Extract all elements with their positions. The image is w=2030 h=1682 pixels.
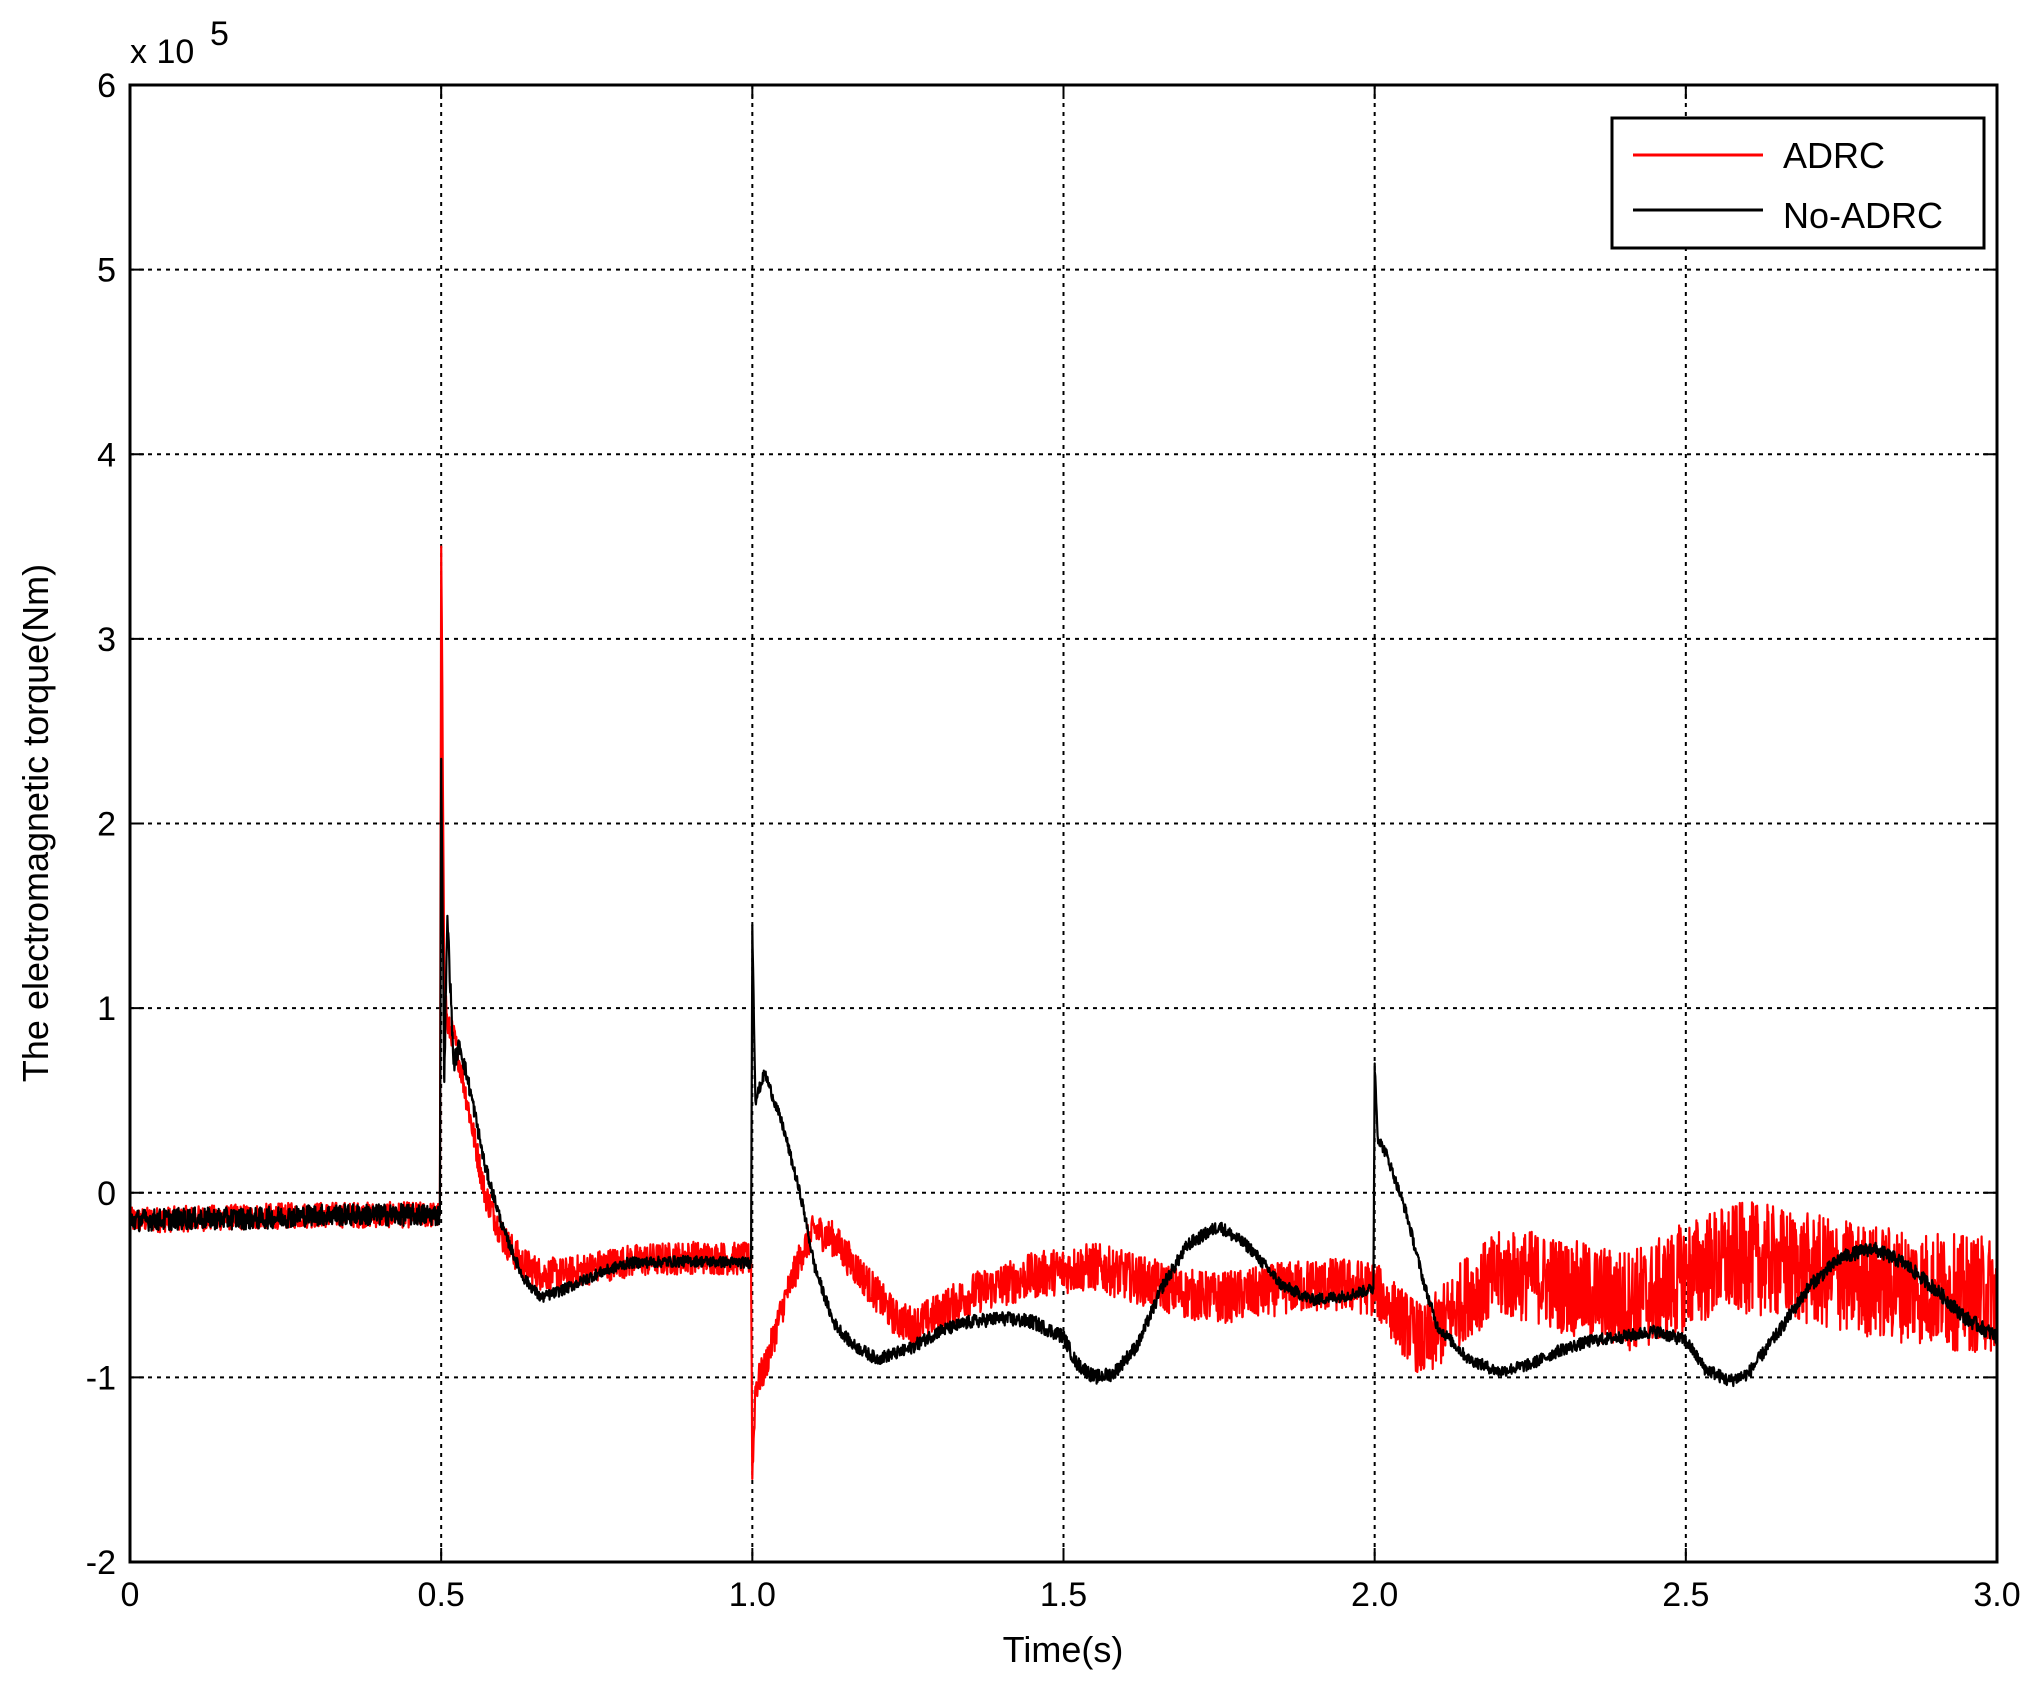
- x-tick-label: 0.5: [418, 1576, 465, 1614]
- y-tick-label: -1: [86, 1359, 116, 1397]
- y-axis-title: The electromagnetic torque(Nm): [15, 564, 56, 1082]
- series-layer: [128, 545, 1999, 1480]
- y-tick-label: 1: [97, 990, 116, 1028]
- y-tick-label: 6: [97, 67, 116, 105]
- y-tick-label: 2: [97, 806, 116, 844]
- x-tick-label: 3.0: [1973, 1576, 2020, 1614]
- x-axis-title: Time(s): [1003, 1629, 1124, 1670]
- y-tick-label: 4: [97, 436, 116, 474]
- y-multiplier-exponent: 5: [210, 15, 229, 53]
- y-multiplier-label: x 10: [130, 33, 194, 71]
- legend-label-no-adrc: No-ADRC: [1783, 195, 1943, 236]
- axis-ticks: [129, 84, 1998, 1563]
- legend: ADRC No-ADRC: [1610, 116, 1986, 250]
- series-line-adrc: [128, 545, 1999, 1480]
- y-tick-label: 5: [97, 252, 116, 290]
- legend-box: [1610, 116, 1986, 250]
- x-tick-label: 2.5: [1662, 1576, 1709, 1614]
- x-tick-label: 2.0: [1351, 1576, 1398, 1614]
- series-line-no-adrc: [128, 757, 1998, 1388]
- y-tick-label: -2: [86, 1544, 116, 1582]
- y-tick-label: 0: [97, 1175, 116, 1213]
- x-tick-label: 1.0: [729, 1576, 776, 1614]
- legend-label-adrc: ADRC: [1783, 135, 1885, 176]
- tick-labels: 0 0.5 1.0 1.5 2.0 2.5 3.0 -2 -1 0 1 2 3 4 5 6: [86, 67, 2021, 1614]
- x-tick-label: 0: [121, 1576, 140, 1614]
- x-tick-label: 1.5: [1040, 1576, 1087, 1614]
- y-tick-label: 3: [97, 621, 116, 659]
